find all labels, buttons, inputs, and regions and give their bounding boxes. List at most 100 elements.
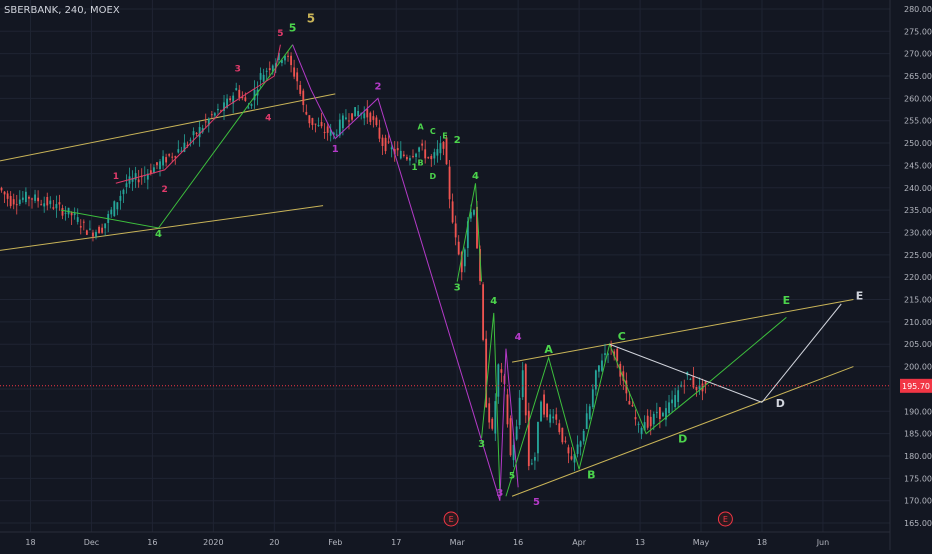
candle-body — [604, 353, 606, 355]
candle-body — [354, 107, 356, 117]
candle-body — [558, 423, 561, 433]
candle-body — [146, 173, 149, 180]
wave-label: 4 — [155, 229, 162, 240]
candle-body — [277, 52, 280, 61]
candle-body — [628, 401, 631, 405]
candle-body — [433, 152, 436, 159]
candle-body — [104, 223, 107, 229]
candle-body — [232, 95, 235, 104]
candle-body — [640, 427, 643, 435]
time-axis[interactable]: 18 Dec 16 2020 20 Feb 17 Mar 16 Apr 13 May 18 Jun — [25, 538, 829, 547]
channel-line — [0, 205, 324, 251]
wave-label: 4 — [472, 171, 479, 182]
price-tick-label: 200.00 — [904, 363, 932, 372]
candle-body — [28, 196, 30, 199]
candle-body — [466, 221, 469, 249]
candle-body — [89, 228, 91, 230]
price-tick-label: 180.00 — [904, 452, 932, 461]
candle-body — [335, 134, 338, 136]
event-marker-label[interactable]: E — [723, 515, 728, 524]
candle-body — [271, 65, 274, 72]
candle-body — [521, 370, 524, 398]
price-tick-label: 205.00 — [904, 340, 932, 349]
price-tick-label: 210.00 — [904, 318, 932, 327]
candle-body — [125, 183, 128, 187]
candle-body — [482, 284, 485, 340]
wave-label: 1 — [332, 144, 339, 155]
candle-body — [692, 376, 695, 388]
price-tick-label: 255.00 — [904, 117, 932, 126]
candle-body — [82, 221, 85, 223]
candle-body — [265, 70, 268, 72]
candle-body — [284, 55, 286, 61]
candle-body — [183, 142, 186, 152]
price-tick-label: 225.00 — [904, 251, 932, 260]
candle-body — [259, 73, 262, 80]
candle-body — [345, 117, 347, 120]
candle-body — [369, 112, 372, 122]
price-tick-label: 250.00 — [904, 139, 932, 148]
candle-body — [424, 149, 427, 159]
candle-body — [348, 120, 350, 122]
candle-body — [497, 364, 500, 397]
wave-label: 4 — [265, 114, 271, 124]
candle-body — [485, 338, 488, 408]
candle-body — [156, 162, 158, 166]
candle-body — [43, 203, 46, 207]
candle-body — [689, 378, 692, 380]
candle-body — [494, 401, 497, 434]
candle-body — [555, 414, 558, 420]
price-tick-label: 170.00 — [904, 497, 932, 506]
time-tick-label: Feb — [328, 538, 342, 547]
candle-body — [34, 194, 36, 201]
candle-body — [375, 117, 378, 126]
candle-body — [643, 422, 646, 431]
candle-body — [213, 113, 216, 116]
candle-body — [610, 344, 613, 348]
candle-body — [436, 149, 439, 156]
candle-body — [427, 157, 430, 159]
candle-body — [9, 195, 12, 207]
triangle-line — [609, 343, 763, 403]
event-marker-circle[interactable] — [443, 511, 459, 527]
wave-label: 5 — [533, 497, 540, 508]
candle-body — [601, 360, 603, 371]
candle-body — [113, 201, 116, 217]
candle-body — [128, 176, 131, 184]
candle-body — [290, 55, 292, 66]
candle-body — [509, 418, 512, 456]
candle-body — [217, 108, 219, 111]
wave-line — [456, 183, 483, 282]
candle-body — [0, 187, 3, 191]
candle-body — [92, 232, 94, 237]
candle-body — [421, 143, 424, 146]
candle-body — [37, 197, 40, 202]
price-tick-label: 175.00 — [904, 474, 932, 483]
candle-body — [418, 147, 421, 152]
candle-body — [625, 380, 628, 394]
candle-body — [311, 118, 314, 126]
candle-body — [491, 418, 494, 429]
candle-body — [366, 108, 369, 118]
candle-body — [229, 98, 232, 101]
candle-body — [55, 204, 58, 209]
candle-body — [649, 416, 652, 427]
candle-body — [18, 199, 21, 205]
candle-body — [305, 111, 308, 115]
event-marker-label[interactable]: E — [449, 515, 454, 524]
candle-body — [110, 209, 113, 215]
wave-label: 5 — [289, 21, 297, 34]
price-tick-label: 215.00 — [904, 296, 932, 305]
wave-label: 3 — [454, 283, 461, 294]
wave-line — [481, 312, 501, 492]
candle-body — [409, 158, 411, 161]
candle-body — [3, 191, 6, 195]
wave-label: C — [618, 330, 626, 343]
candle-body — [488, 403, 491, 423]
event-marker-circle[interactable] — [717, 511, 733, 527]
candle-body — [665, 408, 667, 420]
channel-line — [0, 93, 336, 162]
